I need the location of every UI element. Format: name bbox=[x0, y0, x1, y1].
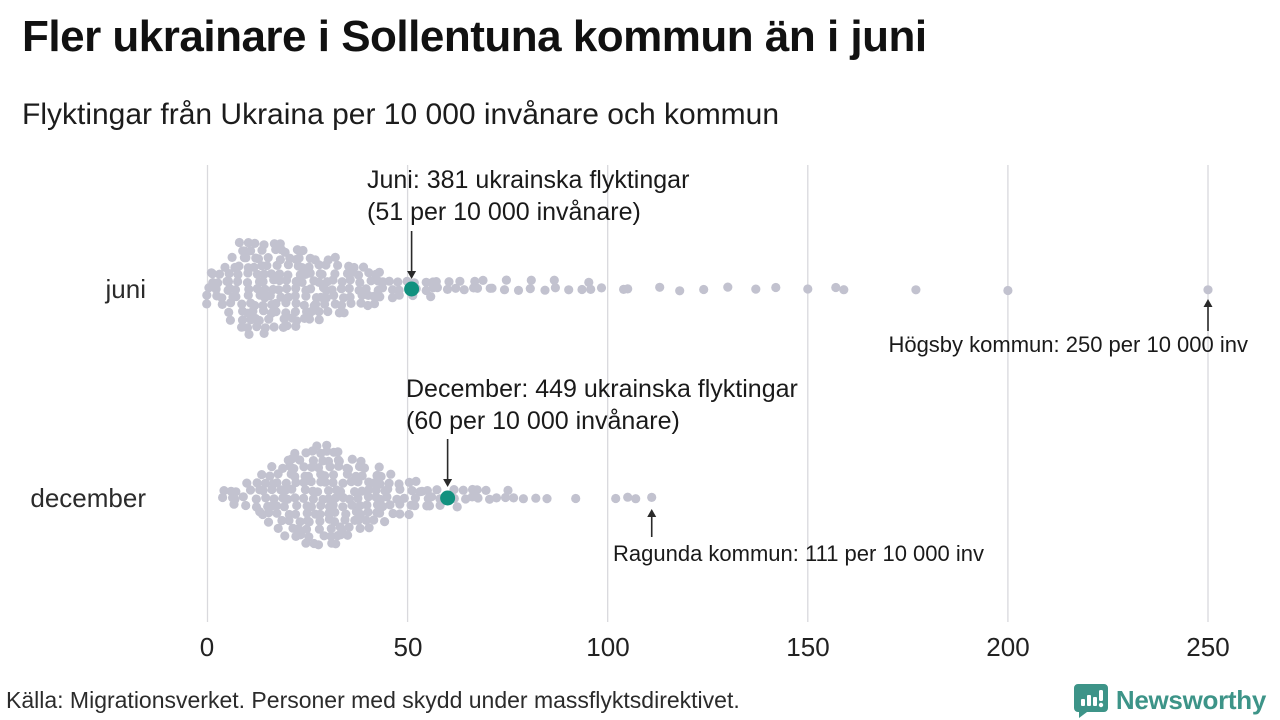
newsworthy-logo: Newsworthy bbox=[1073, 682, 1266, 718]
x-tick-label-50: 50 bbox=[393, 632, 423, 662]
source-note: Källa: Migrationsverket. Personer med sk… bbox=[6, 687, 740, 713]
annotation-juni-highlight: Juni: 381 ukrainska flyktingar (51 per 1… bbox=[367, 164, 689, 228]
newsworthy-icon bbox=[1073, 684, 1108, 718]
annotation-juni-line1: Juni: 381 ukrainska flyktingar bbox=[367, 166, 690, 194]
x-tick-label-100: 100 bbox=[586, 632, 630, 662]
row-label-december: december bbox=[30, 483, 146, 513]
row-label-juni: juni bbox=[105, 274, 146, 304]
annotation-hogsby-max: Högsby kommun: 250 per 10 000 inv bbox=[888, 332, 1248, 357]
annotation-ragunda-max: Ragunda kommun: 111 per 10 000 inv bbox=[613, 541, 984, 566]
chart-subtitle: Flyktingar från Ukraina per 10 000 invån… bbox=[22, 98, 780, 131]
x-tick-label-150: 150 bbox=[786, 632, 830, 662]
annotation-december-line2: (60 per 10 000 invånare) bbox=[406, 407, 680, 435]
annotation-juni-line2: (51 per 10 000 invånare) bbox=[367, 198, 641, 226]
annotation-december-highlight: December: 449 ukrainska flyktingar (60 p… bbox=[406, 373, 798, 437]
newsworthy-wordmark: Newsworthy bbox=[1115, 684, 1266, 715]
annotation-december-line1: December: 449 ukrainska flyktingar bbox=[406, 375, 798, 403]
x-tick-label-250: 250 bbox=[1186, 632, 1230, 662]
chart-title: Fler ukrainare i Sollentuna kommun än i … bbox=[22, 12, 927, 61]
x-tick-label-0: 0 bbox=[199, 632, 215, 662]
x-tick-label-200: 200 bbox=[986, 632, 1030, 662]
